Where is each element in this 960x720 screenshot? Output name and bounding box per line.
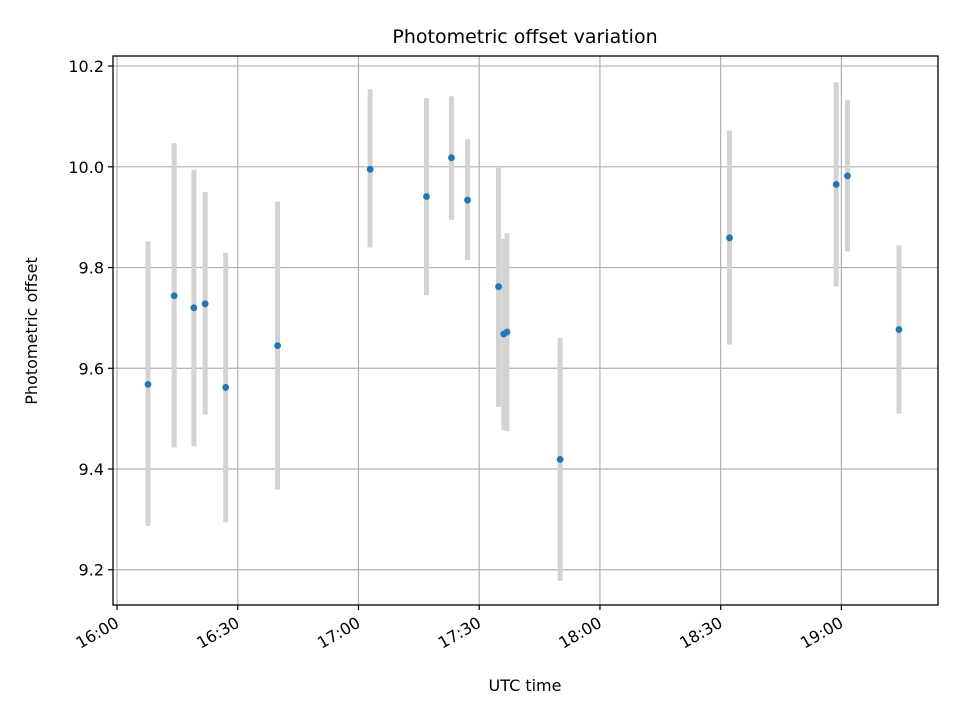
data-point <box>170 292 178 300</box>
y-tick-label: 9.2 <box>79 561 104 580</box>
data-point <box>144 380 152 388</box>
y-tick-label: 9.8 <box>79 259 104 278</box>
data-point <box>201 300 209 308</box>
data-point <box>423 193 430 200</box>
data-point <box>190 304 198 312</box>
data-point <box>726 234 733 242</box>
data-point <box>503 328 511 336</box>
grid <box>113 56 938 605</box>
plot-frame <box>112 55 939 606</box>
y-tick-label: 10.2 <box>68 57 104 76</box>
data-point <box>556 456 564 463</box>
data-points <box>144 154 903 463</box>
data-point <box>832 181 840 188</box>
chart-title: Photometric offset variation <box>392 26 657 48</box>
data-point <box>464 196 471 204</box>
x-axis-label: UTC time <box>489 676 562 695</box>
data-point <box>222 384 230 391</box>
y-tick-label: 9.6 <box>79 359 104 378</box>
y-tick-label: 9.4 <box>79 460 104 479</box>
data-point <box>366 165 374 173</box>
data-point <box>844 172 851 180</box>
y-axis-label: Photometric offset <box>22 257 41 405</box>
data-point <box>895 326 903 333</box>
data-point <box>448 154 455 162</box>
data-point <box>495 283 502 291</box>
data-point <box>274 342 281 350</box>
y-tick-label: 10.0 <box>68 158 104 177</box>
